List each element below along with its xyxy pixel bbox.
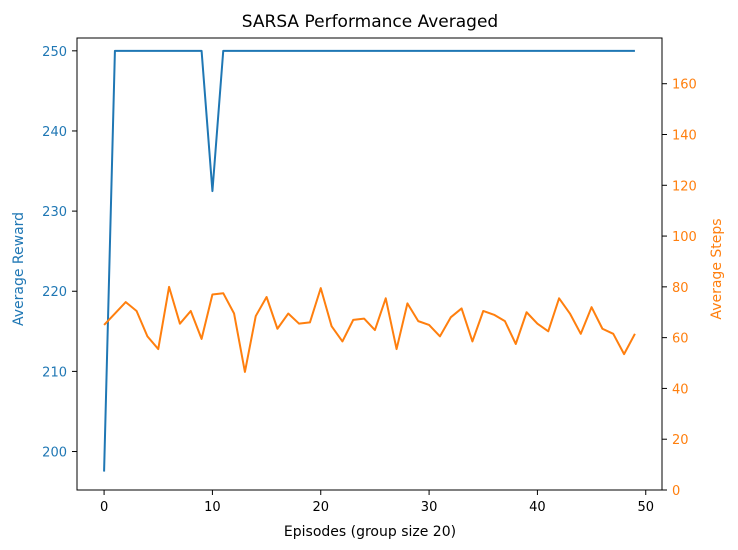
right-y-tick-label: 160 [672, 78, 697, 93]
left-y-tick-label: 210 [42, 365, 67, 380]
x-axis-label: Episodes (group size 20) [284, 524, 456, 540]
left-y-tick-label: 250 [42, 45, 67, 60]
x-tick-label: 20 [312, 500, 329, 515]
plot-area [103, 49, 636, 472]
x-tick-label: 30 [421, 500, 438, 515]
series-line-average-reward [103, 49, 635, 472]
x-tick-label: 0 [100, 500, 108, 515]
right-y-tick-label: 140 [672, 128, 697, 143]
series-line-average-steps [103, 285, 636, 373]
left-y-tick-label: 200 [42, 446, 67, 461]
axes: 0 10 20 30 40 50 200 210 220 230 240 250 0 20 40 60 80 10… [42, 37, 697, 515]
x-tick-label: 50 [637, 500, 654, 515]
right-y-tick-label: 80 [672, 281, 689, 296]
right-y-tick-label: 0 [672, 484, 680, 499]
left-y-axis-label: Average Reward [11, 212, 27, 326]
right-y-tick-label: 40 [672, 382, 689, 397]
left-y-tick-label: 220 [42, 285, 67, 300]
axes-frame [76, 37, 663, 491]
right-y-tick-label: 120 [672, 179, 697, 194]
right-y-tick-label: 100 [672, 230, 697, 245]
x-tick-label: 40 [529, 500, 546, 515]
left-y-tick-label: 230 [42, 205, 67, 220]
right-y-axis-label: Average Steps [709, 218, 725, 319]
x-tick-label: 10 [204, 500, 221, 515]
left-y-tick-label: 240 [42, 125, 67, 140]
right-y-tick-label: 20 [672, 433, 689, 448]
chart-title: SARSA Performance Averaged [242, 12, 498, 32]
right-y-tick-label: 60 [672, 332, 689, 347]
